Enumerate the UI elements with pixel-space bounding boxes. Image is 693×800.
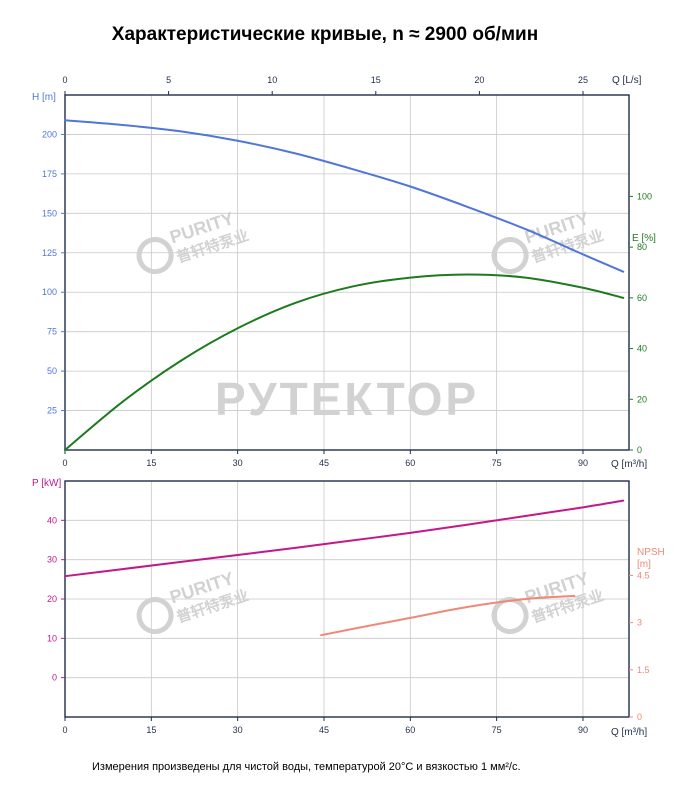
x-top-tick-label: 0 [62, 75, 67, 85]
y-right-tick-label: 3 [637, 618, 642, 628]
y-left-tick-label: 50 [47, 366, 57, 376]
x-tick-label: 0 [62, 725, 67, 735]
x-tick-label: 90 [578, 458, 588, 468]
x-tick-label: 15 [146, 725, 156, 735]
x-tick-label: 75 [492, 725, 502, 735]
npsh-curve [320, 594, 576, 637]
y-right-tick-label: 100 [637, 191, 652, 201]
x-tick-label: 60 [405, 725, 415, 735]
y-right-tick-label: 20 [637, 394, 647, 404]
y-axis-label-power: P [kW] [32, 478, 61, 489]
x-top-tick-label: 25 [578, 75, 588, 85]
x-tick-label: 45 [319, 458, 329, 468]
y-left-tick-label: 125 [42, 248, 57, 258]
power-curve [64, 499, 625, 578]
x-top-tick-label: 15 [371, 75, 381, 85]
y-left-tick-label: 200 [42, 129, 57, 139]
purity-logo-icon [136, 237, 174, 275]
y-axis-label-efficiency: E [%] [632, 233, 656, 244]
y-left-tick-label: 30 [47, 555, 57, 565]
y-right-tick-label: 4.5 [637, 570, 650, 580]
x-tick-label: 30 [233, 725, 243, 735]
y-left-tick-label: 100 [42, 287, 57, 297]
x-top-tick-label: 10 [267, 75, 277, 85]
head-curve [64, 119, 625, 273]
chart-title: Характеристические кривые, n ≈ 2900 об/м… [111, 24, 539, 45]
y-left-tick-label: 20 [47, 594, 57, 604]
y-right-tick-label: 60 [637, 293, 647, 303]
y-left-tick-label: 175 [42, 169, 57, 179]
purity-logo-icon [491, 597, 529, 635]
y-left-tick-label: 10 [47, 633, 57, 643]
x-tick-label: 15 [146, 458, 156, 468]
efficiency-curve [64, 273, 625, 451]
y-left-tick-label: 25 [47, 406, 57, 416]
y-right-tick-label: 40 [637, 344, 647, 354]
y-right-tick-label: 80 [637, 242, 647, 252]
x-tick-label: 90 [578, 725, 588, 735]
footnote: Измерения произведены для чистой воды, т… [92, 761, 521, 773]
x-top-tick-label: 20 [474, 75, 484, 85]
x-axis-label: Q [m³/h] [611, 727, 647, 738]
purity-logo-icon [491, 237, 529, 275]
x-axis-label: Q [m³/h] [611, 459, 647, 470]
plot-frame [64, 94, 630, 451]
y-axis-label-head: H [m] [32, 92, 56, 103]
x-top-axis-label: Q [L/s] [612, 75, 642, 86]
purity-logo-icon [136, 597, 174, 635]
x-tick-label: 0 [62, 458, 67, 468]
y-right-tick-label: 0 [637, 712, 642, 722]
brand-watermark: РУТЕКТОР [215, 373, 479, 425]
y-right-tick-label: 0 [637, 445, 642, 455]
x-tick-label: 30 [233, 458, 243, 468]
y-axis-label-npsh: NPSH [637, 547, 665, 558]
y-left-tick-label: 75 [47, 327, 57, 337]
x-tick-label: 75 [492, 458, 502, 468]
x-tick-label: 45 [319, 725, 329, 735]
y-right-tick-label: 1.5 [637, 665, 650, 675]
y-left-tick-label: 0 [52, 673, 57, 683]
y-left-tick-label: 150 [42, 208, 57, 218]
y-axis-label-npsh-unit: [m] [637, 559, 651, 570]
y-left-tick-label: 40 [47, 515, 57, 525]
x-top-tick-label: 5 [166, 75, 171, 85]
x-tick-label: 60 [405, 458, 415, 468]
